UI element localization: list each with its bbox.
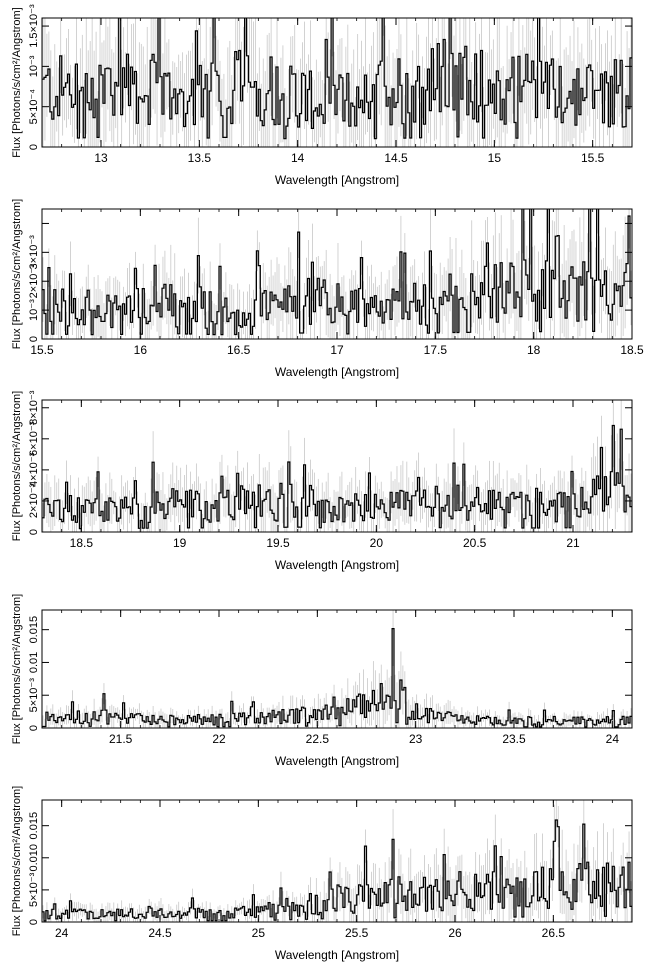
x-tick-label: 25 — [252, 926, 266, 940]
plot-area — [42, 209, 632, 339]
x-tick-label: 19.5 — [266, 536, 290, 550]
y-tick-label: 0 — [28, 144, 40, 150]
x-tick-label: 20.5 — [463, 536, 487, 550]
x-tick-label: 18.5 — [70, 536, 94, 550]
x-tick-label: 17.5 — [424, 343, 448, 357]
x-tick-label: 24 — [55, 926, 69, 940]
plot-area — [42, 610, 632, 728]
y-tick-label: 10⁻³ — [28, 299, 40, 321]
plot-area — [42, 800, 632, 922]
chart-panel-4: 21.5 22 22.5 23 23.5 24 0 5×10⁻³ 0.01 0.015 Wavele… — [11, 594, 633, 768]
x-tick-label: 26.5 — [542, 926, 566, 940]
x-tick-label: 20 — [370, 536, 384, 550]
y-tick-label: 0 — [28, 725, 40, 731]
x-tick-label: 24 — [606, 732, 620, 746]
y-tick-label: 0.01 — [28, 652, 40, 673]
y-tick-label: 0 — [28, 529, 40, 535]
x-tick-label: 25.5 — [345, 926, 369, 940]
y-tick-label: 2×10⁻³ — [28, 483, 40, 518]
x-tick-label: 15.5 — [30, 343, 54, 357]
spectrum-line — [42, 628, 632, 728]
x-tick-label: 23 — [409, 732, 423, 746]
y-tick-label: 0.015 — [28, 812, 40, 840]
spectrum-line — [42, 424, 632, 530]
y-axis-label: Flux [Photons/s/cm²/Angstrom] — [11, 199, 23, 349]
x-tick-label: 26 — [448, 926, 462, 940]
y-tick-label: 5×10⁻³ — [28, 678, 40, 713]
plot-area — [42, 18, 632, 147]
y-axis-label: Flux [Photons/s/cm²/Angstrom] — [11, 7, 23, 157]
x-tick-label: 23.5 — [502, 732, 526, 746]
y-tick-label: 3×10⁻³ — [28, 235, 40, 270]
y-tick-label: 0 — [28, 919, 40, 925]
chart-panel-3: 18.5 19 19.5 20 20.5 21 0 2×10⁻³4×10⁻³6×10⁻³8×1… — [11, 390, 633, 572]
y-tick-label: 4×10⁻³ — [28, 452, 40, 487]
y-tick-label: 5×10⁻³ — [28, 872, 40, 907]
spectrum-line — [42, 209, 632, 336]
x-tick-label: 17 — [330, 343, 344, 357]
plot-area — [42, 400, 632, 532]
x-axis-label: Wavelength [Angstrom] — [275, 558, 399, 572]
y-tick-label: 2×10⁻³ — [28, 264, 40, 299]
x-tick-label: 18.5 — [620, 343, 644, 357]
x-tick-label: 21.5 — [109, 732, 133, 746]
y-tick-label: 5×10⁻⁴ — [28, 89, 40, 125]
y-tick-label: 1.5×10⁻³ — [28, 4, 40, 48]
y-axis-label: Flux [Photons/s/cm²/Angstrom] — [11, 391, 23, 541]
x-tick-label: 13.5 — [188, 151, 212, 165]
x-tick-label: 18 — [527, 343, 541, 357]
x-axis-label: Wavelength [Angstrom] — [275, 754, 399, 768]
x-axis-label: Wavelength [Angstrom] — [275, 365, 399, 379]
x-tick-label: 21 — [566, 536, 580, 550]
x-tick-label: 22.5 — [306, 732, 330, 746]
spectrum-line — [42, 18, 632, 140]
x-tick-label: 19 — [173, 536, 187, 550]
x-tick-label: 16 — [134, 343, 148, 357]
y-tick-label: 0.010 — [28, 844, 40, 872]
y-tick-label: 0 — [28, 336, 40, 342]
x-tick-label: 13 — [94, 151, 108, 165]
x-tick-label: 16.5 — [227, 343, 251, 357]
x-tick-label: 22 — [212, 732, 226, 746]
x-axis-label: Wavelength [Angstrom] — [275, 948, 399, 962]
x-axis-label: Wavelength [Angstrom] — [275, 173, 399, 187]
x-tick-label: 15.5 — [581, 151, 605, 165]
y-tick-label: 0.015 — [28, 616, 40, 644]
y-axis-label: Flux [Photons/s/cm²/Angstrom] — [11, 786, 23, 936]
y-axis-label: Flux [Photons/s/cm²/Angstrom] — [11, 594, 23, 744]
chart-panel-5: 24 24.5 25 25.5 26 26.5 0 5×10⁻³0.010 0.015 Wavel… — [11, 786, 633, 962]
y-tick-label: 10⁻³ — [28, 55, 40, 77]
chart-panel-1: 13 13.5 14 14.5 15 15.5 0 5×10⁻⁴ 10⁻³ 1.5×10⁻³ Wav… — [11, 4, 633, 187]
y-tick-label: 6×10⁻³ — [28, 421, 40, 456]
x-tick-label: 24.5 — [148, 926, 172, 940]
x-tick-label: 15 — [488, 151, 502, 165]
x-tick-label: 14.5 — [384, 151, 408, 165]
y-tick-label: 8×10⁻³ — [28, 390, 40, 425]
chart-panel-2: 15.5 16 16.5 17 17.5 18 18.5 0 10⁻³2×10⁻³3×10⁻³ W… — [11, 199, 644, 379]
spectrum-line — [42, 819, 632, 922]
x-tick-label: 14 — [291, 151, 305, 165]
